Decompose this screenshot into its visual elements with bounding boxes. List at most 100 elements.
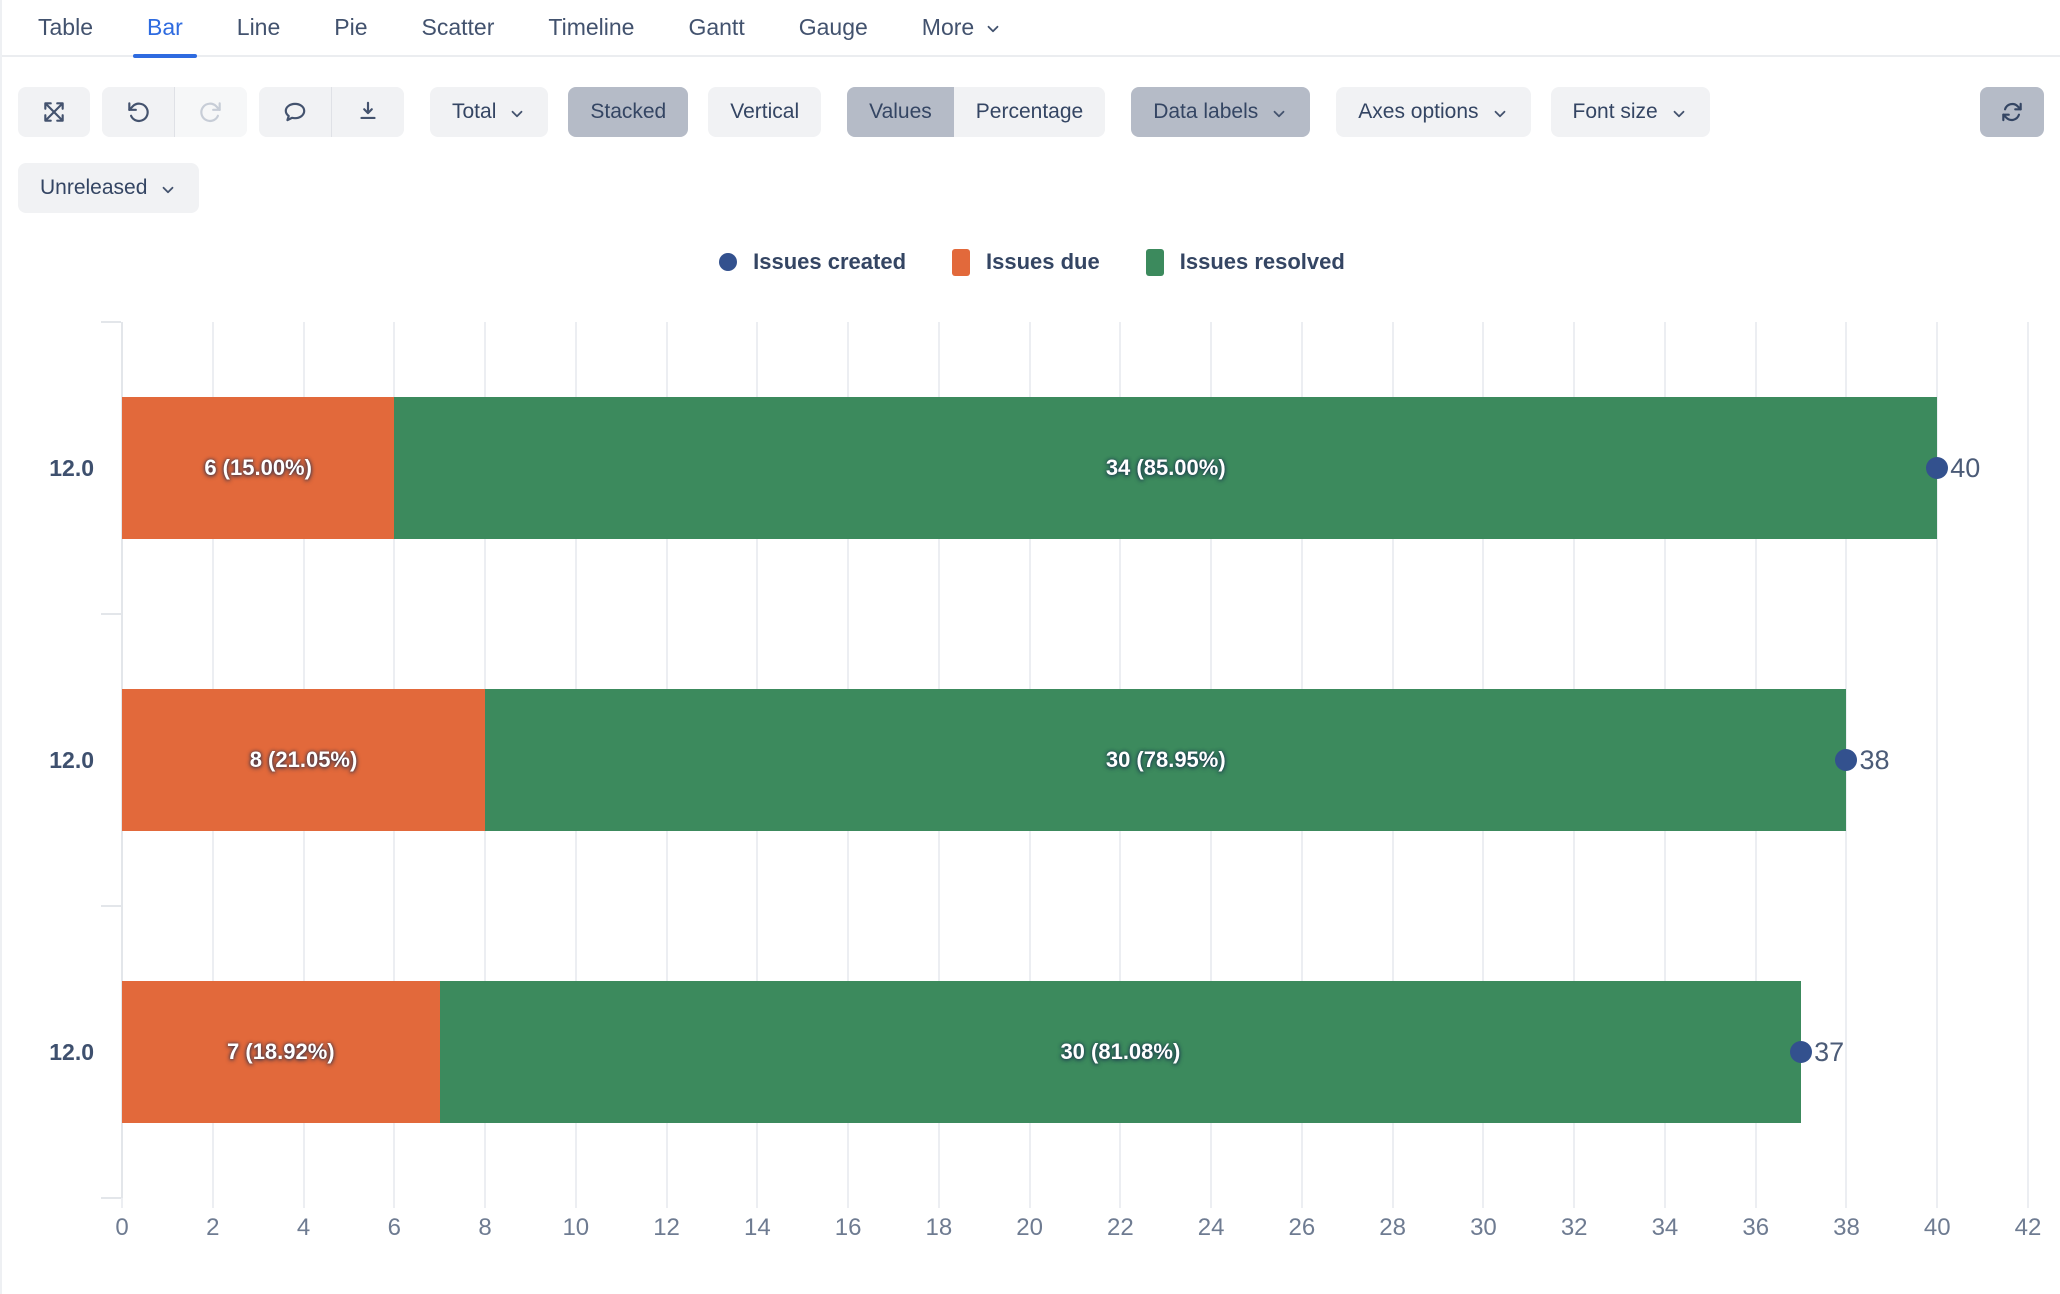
chevron-down-icon (1273, 110, 1285, 117)
fullscreen-button[interactable] (18, 87, 90, 137)
gridline-x-42 (2027, 322, 2029, 1208)
legend-item-issues-resolved[interactable]: Issues resolved (1145, 248, 1345, 276)
total-marker-dot[interactable] (1926, 457, 1949, 479)
legend-label: Issues due (986, 249, 1100, 274)
tab-line[interactable]: Line (223, 0, 294, 56)
x-axis-tick-label: 14 (743, 1214, 771, 1241)
bar-segment-data-label: 6 (15.00%) (204, 455, 312, 480)
category-label: 12.0 (49, 747, 94, 773)
bar-segment-issues-resolved[interactable]: 34 (85.00%) (394, 397, 1938, 539)
values-percentage-segmented-control: Values Percentage (847, 87, 1106, 137)
x-axis-tick-label: 40 (1923, 1214, 1951, 1241)
export-button[interactable] (332, 87, 404, 137)
tab-label: Scatter (421, 14, 495, 40)
version-dropdown[interactable]: Unreleased (18, 163, 200, 213)
bar-segment-issues-due[interactable]: 6 (15.00%) (122, 397, 395, 539)
total-dropdown-label: Total (452, 100, 497, 123)
x-axis-tick-label: 16 (834, 1214, 862, 1241)
bar-segment-issues-resolved[interactable]: 30 (81.08%) (439, 981, 1802, 1123)
tab-gantt[interactable]: Gantt (674, 0, 758, 56)
font-size-label: Font size (1572, 100, 1658, 123)
comment-download-group (259, 87, 404, 137)
vertical-toggle-button[interactable]: Vertical (708, 87, 822, 137)
font-size-dropdown[interactable]: Font size (1550, 87, 1710, 137)
chevron-down-icon (1673, 110, 1685, 117)
chart-type-tab-bar: Table Bar Line Pie Scatter Timeline Gantt Gauge… (2, 0, 2060, 58)
y-axis-tick (101, 1197, 121, 1199)
axes-options-dropdown[interactable]: Axes options (1336, 87, 1531, 137)
total-value-label: 40 (1950, 453, 1981, 483)
x-axis-tick-label: 32 (1560, 1214, 1588, 1241)
undo-redo-group (102, 87, 247, 137)
data-labels-label: Data labels (1153, 100, 1259, 123)
x-axis-tick-label: 12 (653, 1214, 680, 1241)
tab-label: Gantt (688, 14, 745, 40)
tab-bar[interactable]: Bar (132, 0, 197, 58)
total-value-label: 37 (1814, 1037, 1845, 1067)
tab-pie[interactable]: Pie (320, 0, 381, 56)
refresh-icon (2002, 102, 2022, 122)
download-icon (360, 101, 376, 120)
legend-circle-marker (719, 253, 738, 271)
expand-icon (44, 102, 64, 122)
tab-label: Table (38, 14, 93, 40)
legend-label: Issues created (753, 249, 907, 274)
tab-timeline[interactable]: Timeline (534, 0, 648, 56)
divider (331, 87, 332, 137)
x-axis-tick-label: 34 (1651, 1214, 1679, 1241)
total-marker-dot[interactable] (1835, 749, 1858, 771)
total-value-label: 38 (1859, 745, 1890, 775)
x-axis-tick-label: 6 (387, 1214, 401, 1241)
tab-label: Gauge (798, 14, 868, 40)
stacked-toggle-button[interactable]: Stacked (568, 87, 689, 137)
tab-table[interactable]: Table (24, 0, 107, 56)
version-dropdown-label: Unreleased (40, 176, 148, 199)
bar-segment-data-label: 7 (18.92%) (227, 1039, 335, 1064)
x-axis-tick-label: 26 (1288, 1214, 1316, 1241)
chevron-down-icon (1494, 110, 1505, 117)
tab-more[interactable]: More (908, 0, 1016, 56)
chevron-down-icon (987, 25, 999, 32)
category-label: 12.0 (49, 1039, 94, 1065)
version-filter-row: Unreleased (18, 163, 200, 213)
legend-item-issues-created[interactable]: Issues created (719, 249, 906, 275)
legend-square-marker (1145, 248, 1164, 276)
vertical-label: Vertical (730, 100, 800, 123)
gridline-x-40 (1936, 322, 1939, 1208)
x-axis-tick-label: 0 (115, 1214, 129, 1241)
tab-scatter[interactable]: Scatter (408, 0, 509, 56)
tab-gauge[interactable]: Gauge (785, 0, 882, 56)
values-segment-button[interactable]: Values (847, 87, 954, 137)
undo-button[interactable] (102, 87, 174, 137)
bar-segment-data-label: 30 (81.08%) (1060, 1039, 1181, 1064)
values-label: Values (869, 100, 932, 123)
undo-icon (128, 102, 149, 123)
comment-button[interactable] (259, 87, 331, 137)
total-marker-dot[interactable] (1790, 1041, 1813, 1063)
bar-segment-issues-due[interactable]: 7 (18.92%) (122, 981, 440, 1123)
total-dropdown[interactable]: Total (430, 87, 549, 137)
chevron-down-icon (511, 110, 523, 117)
tab-label: Pie (334, 14, 368, 40)
legend-item-issues-due[interactable]: Issues due (952, 248, 1100, 276)
x-axis-tick-label: 24 (1197, 1214, 1225, 1241)
chart-legend: Issues created Issues due Issues resolved (2, 240, 2060, 284)
x-axis-tick-label: 10 (562, 1214, 590, 1241)
redo-icon (200, 102, 221, 123)
tab-label: More (921, 14, 975, 40)
x-axis-tick-label: 20 (1016, 1214, 1043, 1241)
bar-segment-data-label: 30 (78.95%) (1105, 747, 1226, 772)
bar-segment-issues-resolved[interactable]: 30 (78.95%) (485, 689, 1847, 831)
redo-button[interactable] (175, 87, 247, 137)
percentage-segment-button[interactable]: Percentage (953, 87, 1106, 137)
x-axis-tick-label: 22 (1107, 1214, 1134, 1241)
x-axis-tick-label: 8 (478, 1214, 492, 1241)
data-labels-dropdown[interactable]: Data labels (1131, 87, 1311, 137)
y-axis-tick (101, 321, 121, 323)
bar-segment-issues-due[interactable]: 8 (21.05%) (122, 689, 486, 831)
refresh-button[interactable] (1980, 87, 2044, 137)
x-axis-tick-label: 30 (1470, 1214, 1497, 1241)
chart-toolbar: Total Stacked Vertical Values Percentage… (18, 87, 2044, 137)
x-axis-tick-label: 18 (925, 1214, 953, 1241)
